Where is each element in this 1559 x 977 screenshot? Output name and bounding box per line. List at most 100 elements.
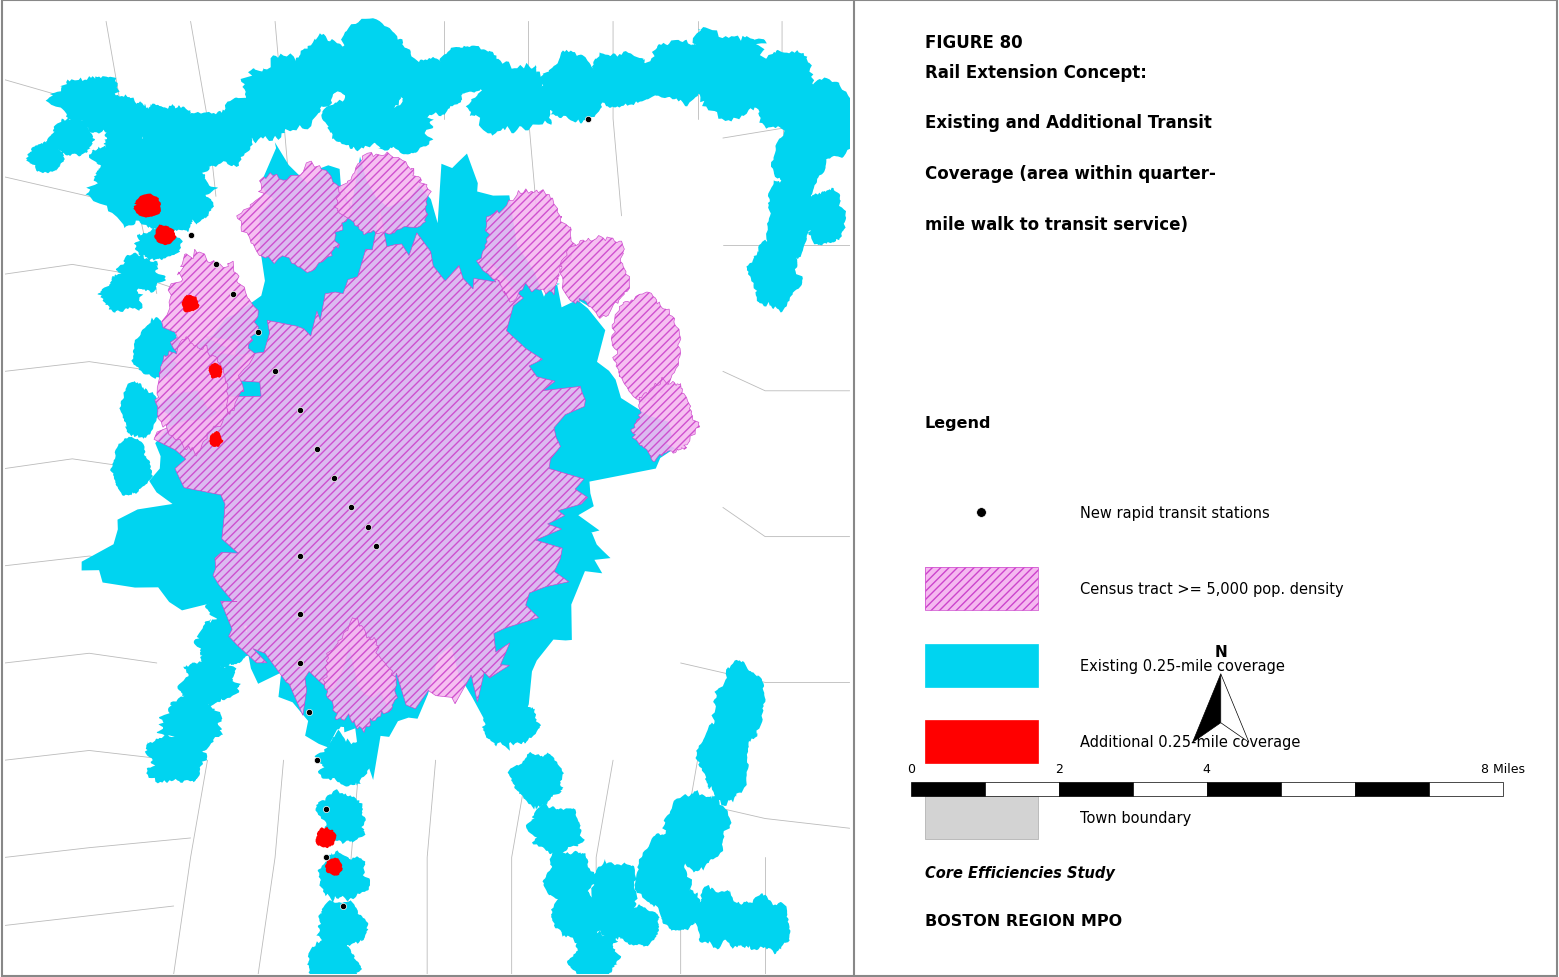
- Bar: [1059, 783, 1133, 796]
- Text: 8 Miles: 8 Miles: [1481, 762, 1525, 775]
- Polygon shape: [154, 226, 176, 246]
- Polygon shape: [567, 930, 620, 977]
- Bar: [1133, 783, 1207, 796]
- Polygon shape: [120, 382, 161, 440]
- Text: 2: 2: [1055, 762, 1063, 775]
- Bar: [924, 568, 1038, 611]
- Polygon shape: [167, 169, 218, 206]
- Text: Existing and Additional Transit: Existing and Additional Transit: [924, 114, 1211, 132]
- Polygon shape: [742, 51, 820, 132]
- Polygon shape: [86, 129, 192, 229]
- Polygon shape: [631, 378, 700, 462]
- Bar: [924, 568, 1038, 611]
- Text: BOSTON REGION MPO: BOSTON REGION MPO: [924, 913, 1122, 928]
- Polygon shape: [466, 60, 555, 137]
- Text: 4: 4: [1202, 762, 1211, 775]
- Text: Coverage (area within quarter-: Coverage (area within quarter-: [924, 165, 1216, 183]
- Polygon shape: [120, 113, 151, 143]
- Polygon shape: [131, 318, 181, 380]
- Polygon shape: [106, 180, 136, 211]
- Polygon shape: [145, 118, 190, 158]
- Text: Additional 0.25-mile coverage: Additional 0.25-mile coverage: [1080, 734, 1300, 749]
- Polygon shape: [117, 193, 153, 223]
- Polygon shape: [134, 127, 210, 193]
- Polygon shape: [508, 752, 564, 810]
- Polygon shape: [369, 101, 433, 155]
- Polygon shape: [1221, 674, 1249, 743]
- Polygon shape: [94, 160, 129, 193]
- Polygon shape: [137, 203, 173, 231]
- Polygon shape: [181, 113, 214, 144]
- Polygon shape: [81, 143, 675, 781]
- Polygon shape: [154, 210, 588, 715]
- Bar: [1355, 783, 1428, 796]
- Polygon shape: [307, 935, 362, 977]
- Polygon shape: [589, 859, 638, 948]
- Polygon shape: [154, 337, 228, 456]
- Polygon shape: [691, 885, 737, 950]
- Polygon shape: [321, 91, 401, 152]
- Bar: [910, 783, 985, 796]
- Polygon shape: [125, 103, 171, 137]
- Polygon shape: [525, 802, 585, 855]
- Polygon shape: [433, 47, 502, 95]
- Polygon shape: [539, 51, 606, 124]
- Polygon shape: [295, 34, 362, 101]
- Polygon shape: [162, 105, 193, 137]
- Text: mile walk to transit service): mile walk to transit service): [924, 216, 1188, 234]
- Polygon shape: [157, 201, 195, 231]
- Polygon shape: [318, 851, 369, 904]
- Polygon shape: [237, 162, 352, 274]
- Polygon shape: [181, 110, 254, 168]
- Polygon shape: [151, 197, 198, 236]
- Bar: [924, 796, 1038, 839]
- Polygon shape: [686, 28, 776, 122]
- Bar: [985, 783, 1059, 796]
- Polygon shape: [98, 275, 145, 314]
- Polygon shape: [45, 77, 122, 127]
- Polygon shape: [663, 790, 731, 872]
- Polygon shape: [315, 789, 366, 844]
- Bar: [924, 720, 1038, 763]
- Polygon shape: [765, 173, 817, 260]
- Polygon shape: [656, 880, 705, 931]
- Polygon shape: [695, 713, 748, 806]
- Polygon shape: [115, 253, 165, 293]
- Polygon shape: [711, 660, 765, 746]
- Polygon shape: [327, 20, 426, 122]
- Polygon shape: [193, 613, 256, 670]
- Polygon shape: [159, 142, 206, 178]
- Polygon shape: [611, 293, 681, 404]
- Bar: [1207, 783, 1280, 796]
- Polygon shape: [134, 228, 182, 262]
- Text: FIGURE 80: FIGURE 80: [924, 34, 1023, 52]
- Polygon shape: [477, 190, 575, 303]
- Polygon shape: [324, 858, 343, 875]
- Polygon shape: [747, 240, 803, 314]
- Polygon shape: [209, 363, 223, 379]
- Polygon shape: [737, 893, 790, 955]
- Text: Core Efficiencies Study: Core Efficiencies Study: [924, 865, 1115, 879]
- Polygon shape: [157, 695, 223, 753]
- Bar: [1280, 783, 1355, 796]
- Polygon shape: [111, 438, 153, 496]
- Polygon shape: [178, 193, 214, 226]
- Polygon shape: [228, 539, 293, 592]
- Polygon shape: [182, 295, 200, 313]
- Polygon shape: [139, 106, 175, 138]
- Bar: [1428, 783, 1503, 796]
- Polygon shape: [1193, 674, 1221, 743]
- Polygon shape: [391, 58, 463, 122]
- Text: 0: 0: [907, 762, 915, 775]
- Polygon shape: [134, 194, 161, 219]
- Text: Town boundary: Town boundary: [1080, 810, 1191, 826]
- Text: Census tract >= 5,000 pop. density: Census tract >= 5,000 pop. density: [1080, 581, 1344, 597]
- Polygon shape: [521, 362, 596, 469]
- Polygon shape: [312, 677, 373, 730]
- Polygon shape: [240, 55, 335, 132]
- Polygon shape: [323, 618, 398, 733]
- Polygon shape: [719, 901, 764, 949]
- Text: Rail Extension Concept:: Rail Extension Concept:: [924, 64, 1147, 81]
- Bar: [924, 644, 1038, 687]
- Polygon shape: [596, 265, 723, 537]
